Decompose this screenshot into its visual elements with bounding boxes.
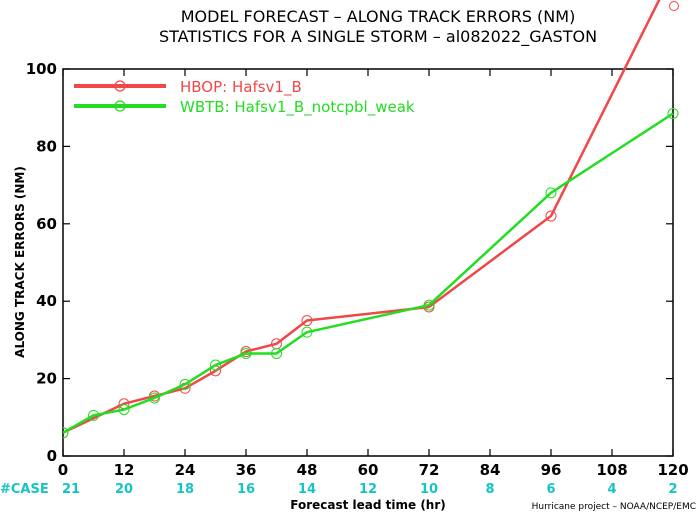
legend-label: HBOP: Hafsv1_B: [180, 78, 302, 97]
legend-label: WBTB: Hafsv1_B_notcpbl_weak: [180, 98, 415, 117]
data-point: [667, 108, 679, 120]
legend-swatch-marker: [114, 100, 126, 112]
case-count: 14: [298, 482, 316, 497]
case-count: 12: [359, 482, 377, 497]
data-point: [301, 326, 313, 338]
case-count: 21: [62, 482, 80, 497]
case-count: 8: [485, 482, 494, 497]
data-point: [301, 315, 313, 327]
x-tick-label: 108: [596, 461, 627, 479]
chart-title: MODEL FORECAST – ALONG TRACK ERRORS (NM): [181, 7, 576, 26]
x-tick-label: 84: [480, 461, 501, 479]
data-point: [118, 404, 130, 416]
data-point: [545, 210, 557, 222]
x-axis-title: Forecast lead time (hr): [290, 498, 446, 512]
x-tick-label: 72: [419, 461, 440, 479]
data-point: [423, 299, 435, 311]
y-tick-label: 60: [36, 215, 57, 233]
credit-text: Hurricane project – NOAA/NCEP/EMC: [532, 502, 696, 512]
x-tick-label: 24: [175, 461, 196, 479]
case-count: 18: [176, 482, 194, 497]
chart-subtitle: STATISTICS FOR A SINGLE STORM – al082022…: [159, 27, 597, 47]
y-tick-label: 100: [26, 60, 57, 78]
x-tick-label: 48: [297, 461, 318, 479]
y-tick-label: 80: [36, 137, 57, 155]
legend-swatch-marker: [114, 80, 126, 92]
x-tick-label: 12: [114, 461, 135, 479]
case-count: 2: [668, 482, 677, 497]
data-point: [271, 347, 282, 359]
y-tick-label: 20: [36, 370, 57, 388]
x-tick-label: 0: [58, 461, 68, 479]
y-axis-title: ALONG TRACK ERRORS (NM): [13, 166, 27, 358]
data-point: [149, 392, 160, 404]
off-scale-point: [669, 1, 679, 11]
data-point: [63, 427, 69, 439]
x-tick-label: 96: [541, 461, 562, 479]
data-point: [88, 409, 99, 421]
y-tick-label: 0: [47, 447, 57, 465]
x-tick-label: 36: [236, 461, 257, 479]
case-count: 20: [115, 482, 133, 497]
case-count: 6: [546, 482, 555, 497]
data-point: [240, 347, 252, 359]
case-count: 16: [237, 482, 255, 497]
x-tick-label: 60: [358, 461, 379, 479]
series-1: [63, 0, 661, 439]
series-line: [63, 112, 674, 434]
data-point: [179, 378, 191, 390]
case-header: #CASE: [0, 482, 49, 497]
data-point: [545, 187, 557, 199]
case-count: 4: [607, 482, 616, 497]
case-count: 10: [420, 482, 438, 497]
x-tick-label: 120: [657, 461, 688, 479]
series-2: [63, 108, 679, 439]
data-point: [210, 359, 221, 371]
y-tick-label: 40: [36, 292, 57, 310]
plot-area: 0211220241836164814601272108489661084120…: [26, 0, 689, 497]
series-line: [63, 0, 661, 434]
